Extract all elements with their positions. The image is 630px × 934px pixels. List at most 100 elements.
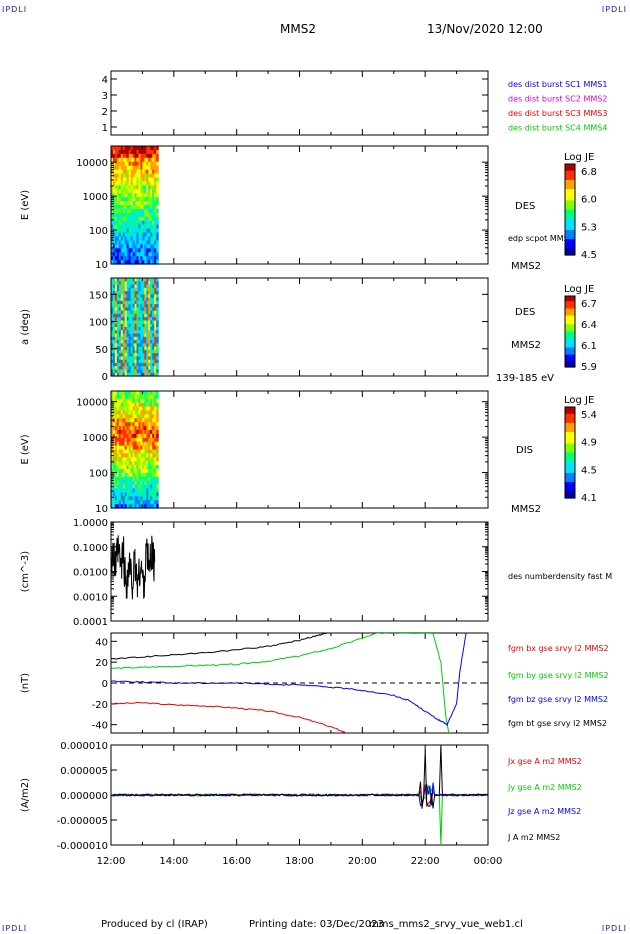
heatmap-cell xyxy=(114,177,118,182)
heatmap-cell xyxy=(146,240,149,245)
heatmap-cell xyxy=(130,449,134,454)
heatmap-cell xyxy=(134,437,138,443)
heatmap-cell xyxy=(132,359,136,364)
heatmap-cell xyxy=(156,445,159,451)
heatmap-cell xyxy=(114,317,118,322)
heatmap-cell xyxy=(140,240,144,245)
heatmap-cell xyxy=(118,157,122,163)
heatmap-cell xyxy=(118,212,122,218)
heatmap-cell xyxy=(140,248,144,253)
heatmap-cell xyxy=(142,369,145,374)
heatmap-cell xyxy=(124,366,128,371)
heatmap-cell xyxy=(136,193,140,198)
heatmap-cell xyxy=(134,457,138,462)
heatmap-cell xyxy=(134,281,138,286)
heatmap-cell xyxy=(114,310,118,315)
heatmap-cell xyxy=(136,472,140,478)
heatmap-cell xyxy=(136,304,140,308)
y-tick-label: 20 xyxy=(95,658,108,669)
heatmap-cell xyxy=(146,414,149,419)
heatmap-cell xyxy=(154,356,157,361)
heatmap-cell xyxy=(154,476,157,482)
heatmap-cell xyxy=(122,445,126,451)
heatmap-cell xyxy=(132,366,136,371)
heatmap-cell xyxy=(118,465,122,470)
heatmap-cell xyxy=(128,161,132,167)
heatmap-cell xyxy=(154,426,157,431)
heatmap-cell xyxy=(120,153,124,159)
heatmap-cell xyxy=(128,320,132,325)
heatmap-cell xyxy=(152,157,155,163)
heatmap-cell xyxy=(132,340,136,344)
heatmap-cell xyxy=(118,461,122,466)
colorbar-cell xyxy=(565,209,575,213)
heatmap-cell xyxy=(112,414,116,419)
heatmap-cell xyxy=(148,240,151,245)
heatmap-cell xyxy=(138,281,142,286)
heatmap-cell xyxy=(138,244,142,249)
heatmap-cell xyxy=(148,313,151,318)
heatmap-cell xyxy=(156,157,159,163)
heatmap-cell xyxy=(156,208,159,214)
y-tick-label: 4 xyxy=(102,75,108,86)
heatmap-cell xyxy=(120,394,124,400)
colorbar-cell xyxy=(565,301,575,304)
heatmap-cell xyxy=(146,372,149,377)
heatmap-cell xyxy=(130,161,134,167)
heatmap-cell xyxy=(156,212,159,218)
heatmap-cell xyxy=(156,402,159,408)
heatmap-cell xyxy=(150,224,153,230)
heatmap-cell xyxy=(142,449,145,454)
heatmap-cell xyxy=(118,340,122,344)
heatmap-cell xyxy=(132,484,136,490)
colorbar-cell xyxy=(565,493,575,497)
heatmap-cell xyxy=(122,193,126,198)
heatmap-cell xyxy=(138,362,142,367)
heatmap-cell xyxy=(126,359,130,364)
heatmap-cell xyxy=(128,476,132,482)
heatmap-cell xyxy=(136,236,140,241)
heatmap-cell xyxy=(128,193,132,198)
colorbar-cell xyxy=(565,359,575,363)
heatmap-cell xyxy=(114,281,118,286)
heatmap-cell xyxy=(134,488,138,493)
heatmap-cell xyxy=(124,304,128,308)
heatmap-cell xyxy=(156,236,159,241)
heatmap-cell xyxy=(140,165,144,171)
heatmap-cell xyxy=(138,402,142,408)
heatmap-cell xyxy=(142,391,145,396)
heatmap-cell xyxy=(116,320,120,325)
colorbar-cell xyxy=(565,459,575,463)
heatmap-cell xyxy=(128,232,132,238)
y-tick-label: 0.000010 xyxy=(60,741,108,752)
heatmap-cell xyxy=(156,304,159,308)
y-tick-label: -40 xyxy=(92,721,108,732)
heatmap-cell xyxy=(144,304,147,308)
heatmap-cell xyxy=(136,449,140,454)
heatmap-cell xyxy=(130,336,134,341)
heatmap-cell xyxy=(116,472,120,478)
heatmap-cell xyxy=(136,208,140,214)
heatmap-cell xyxy=(120,349,124,354)
heatmap-cell xyxy=(140,441,144,447)
heatmap-cell xyxy=(152,330,155,335)
heatmap-cell xyxy=(152,201,155,206)
heatmap-cell xyxy=(144,465,147,470)
heatmap-cell xyxy=(116,426,120,431)
colorbar-cell xyxy=(565,179,575,183)
heatmap-cell xyxy=(136,504,140,509)
heatmap-cell xyxy=(148,426,151,431)
heatmap-cell xyxy=(150,492,153,497)
heatmap-cell xyxy=(128,220,132,226)
heatmap-cell xyxy=(148,169,151,175)
heatmap-cell xyxy=(126,362,130,367)
heatmap-cell xyxy=(142,216,145,222)
heatmap-cell xyxy=(134,248,138,253)
heatmap-cell xyxy=(114,232,118,238)
heatmap-cell xyxy=(154,149,157,155)
colorbar-cell xyxy=(565,296,575,299)
heatmap-cell xyxy=(130,157,134,163)
heatmap-cell xyxy=(124,216,128,222)
heatmap-cell xyxy=(122,349,126,354)
heatmap-cell xyxy=(140,281,144,286)
